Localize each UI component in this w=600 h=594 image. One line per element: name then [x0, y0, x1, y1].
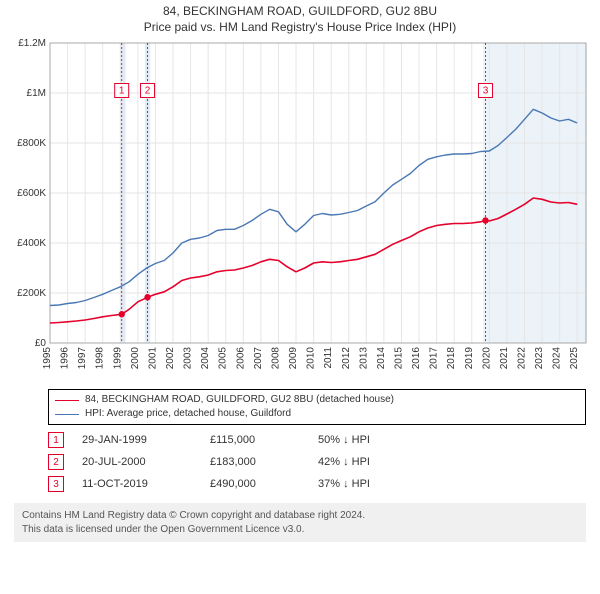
sale-price: £115,000	[210, 434, 300, 446]
svg-text:1995: 1995	[42, 347, 53, 370]
svg-text:1997: 1997	[77, 347, 88, 370]
sale-date: 20-JUL-2000	[82, 456, 192, 468]
footer-line: This data is licensed under the Open Gov…	[22, 523, 578, 537]
sale-date: 29-JAN-1999	[82, 434, 192, 446]
chart-title: 84, BECKINGHAM ROAD, GUILDFORD, GU2 8BU	[6, 4, 594, 20]
sale-hpi-delta: 37% ↓ HPI	[318, 478, 428, 490]
svg-text:2018: 2018	[446, 347, 457, 370]
legend-label: HPI: Average price, detached house, Guil…	[85, 407, 291, 421]
svg-text:2009: 2009	[288, 347, 299, 370]
svg-text:2003: 2003	[183, 347, 194, 370]
footer-line: Contains HM Land Registry data © Crown c…	[22, 509, 578, 523]
svg-text:2010: 2010	[306, 347, 317, 370]
chart-legend: 84, BECKINGHAM ROAD, GUILDFORD, GU2 8BU …	[48, 389, 586, 425]
svg-text:3: 3	[483, 86, 489, 97]
sale-date: 11-OCT-2019	[82, 478, 192, 490]
svg-text:2025: 2025	[569, 347, 580, 370]
svg-text:2004: 2004	[200, 347, 211, 370]
svg-text:2007: 2007	[253, 347, 264, 370]
svg-text:2024: 2024	[552, 347, 563, 370]
svg-text:2020: 2020	[481, 347, 492, 370]
attribution-footer: Contains HM Land Registry data © Crown c…	[14, 503, 586, 542]
svg-text:2022: 2022	[516, 347, 527, 370]
svg-text:2014: 2014	[376, 347, 387, 370]
svg-text:2012: 2012	[341, 347, 352, 370]
svg-text:2023: 2023	[534, 347, 545, 370]
sale-hpi-delta: 50% ↓ HPI	[318, 434, 428, 446]
svg-text:£1M: £1M	[27, 88, 46, 99]
legend-swatch	[55, 414, 79, 415]
svg-text:2005: 2005	[218, 347, 229, 370]
svg-text:2011: 2011	[323, 347, 334, 369]
svg-text:£400K: £400K	[17, 238, 46, 249]
sale-row: 3 11-OCT-2019 £490,000 37% ↓ HPI	[48, 473, 586, 495]
sales-table: 1 29-JAN-1999 £115,000 50% ↓ HPI 2 20-JUL-200…	[48, 429, 586, 495]
svg-text:2: 2	[145, 86, 151, 97]
svg-text:2017: 2017	[429, 347, 440, 370]
svg-text:2001: 2001	[147, 347, 158, 370]
svg-text:2013: 2013	[358, 347, 369, 370]
sale-marker-ref: 2	[48, 454, 64, 470]
svg-text:2019: 2019	[464, 347, 475, 370]
sale-row: 1 29-JAN-1999 £115,000 50% ↓ HPI	[48, 429, 586, 451]
price-vs-hpi-chart: £0£200K£400K£600K£800K£1M£1.2M1995199619…	[6, 39, 594, 383]
sale-marker-ref: 1	[48, 432, 64, 448]
svg-text:2015: 2015	[393, 347, 404, 370]
svg-text:2021: 2021	[499, 347, 510, 370]
chart-subtitle: Price paid vs. HM Land Registry's House …	[6, 20, 594, 36]
legend-item: HPI: Average price, detached house, Guil…	[55, 407, 579, 421]
svg-text:2016: 2016	[411, 347, 422, 370]
svg-text:2002: 2002	[165, 347, 176, 370]
svg-text:1996: 1996	[60, 347, 71, 370]
svg-text:2006: 2006	[235, 347, 246, 370]
svg-text:2000: 2000	[130, 347, 141, 370]
svg-text:£800K: £800K	[17, 138, 46, 149]
svg-text:1999: 1999	[112, 347, 123, 370]
legend-label: 84, BECKINGHAM ROAD, GUILDFORD, GU2 8BU …	[85, 393, 394, 407]
legend-swatch	[55, 400, 79, 401]
sale-hpi-delta: 42% ↓ HPI	[318, 456, 428, 468]
svg-text:£1.2M: £1.2M	[18, 39, 46, 49]
svg-text:1998: 1998	[95, 347, 106, 370]
sale-price: £183,000	[210, 456, 300, 468]
svg-text:£600K: £600K	[17, 188, 46, 199]
legend-item: 84, BECKINGHAM ROAD, GUILDFORD, GU2 8BU …	[55, 393, 579, 407]
sale-row: 2 20-JUL-2000 £183,000 42% ↓ HPI	[48, 451, 586, 473]
sale-price: £490,000	[210, 478, 300, 490]
svg-text:1: 1	[119, 86, 125, 97]
svg-text:£200K: £200K	[17, 288, 46, 299]
svg-text:2008: 2008	[270, 347, 281, 370]
sale-marker-ref: 3	[48, 476, 64, 492]
